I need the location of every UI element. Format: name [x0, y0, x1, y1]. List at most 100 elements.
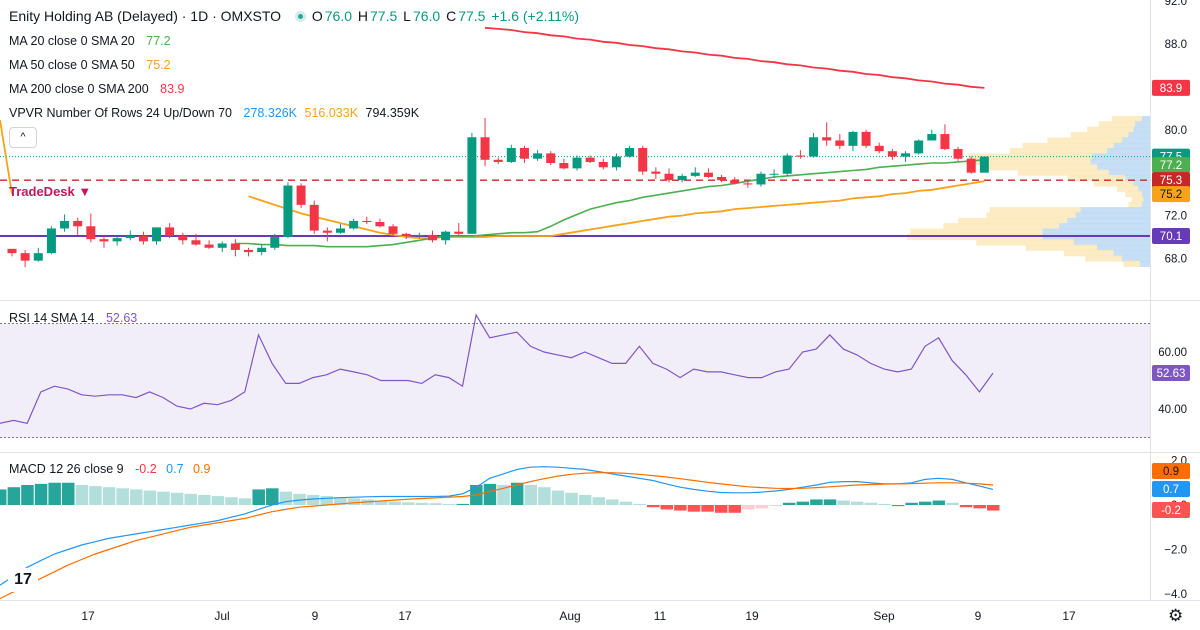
- tradedesk-annotation[interactable]: TradeDesk ▼: [9, 184, 92, 199]
- vp-down-bar: [1017, 169, 1109, 176]
- macd-hist-bar: [7, 487, 21, 505]
- vp-up-bar: [1080, 207, 1150, 214]
- candle-body: [427, 234, 437, 241]
- candle-body: [270, 237, 280, 248]
- macd-hist-bar: [796, 501, 810, 505]
- candle-body: [138, 235, 148, 242]
- price-tick-label: 92.0: [1165, 0, 1187, 8]
- time-axis[interactable]: 17 Jul 9 17 Aug 11 19 Sep 9 17: [81, 609, 1076, 623]
- candle-body: [822, 137, 832, 141]
- candle-body: [467, 137, 477, 234]
- ma200-legend[interactable]: MA 200 close 0 SMA 200 83.9: [9, 82, 187, 96]
- candle-body: [861, 131, 871, 146]
- candle-body: [901, 153, 911, 157]
- rsi-tag-bg: [1152, 365, 1190, 382]
- macd-hist-bar: [266, 488, 279, 505]
- candle-body: [979, 156, 989, 173]
- candle-body: [60, 220, 70, 229]
- vp-down-bar: [986, 212, 1076, 219]
- candle-body: [533, 153, 543, 159]
- indicator-lines: [0, 26, 1150, 248]
- macd-hist-bar: [823, 499, 837, 505]
- candle-body: [244, 249, 254, 253]
- macd-legend[interactable]: MACD 12 26 close 9 -0.2 0.7 0.9: [9, 462, 212, 476]
- time-tick-label: 9: [975, 609, 982, 623]
- chevron-up-icon: ^: [20, 131, 26, 143]
- vp-up-bar: [1140, 260, 1150, 267]
- candle-body: [506, 147, 516, 162]
- ma20-legend[interactable]: MA 20 close 0 SMA 20 77.2: [9, 34, 173, 48]
- macd-tick-label: −4.0: [1164, 589, 1187, 601]
- vp-up-bar: [1128, 132, 1150, 139]
- vp-down-bar: [1116, 185, 1139, 192]
- rsi-legend[interactable]: RSI 14 SMA 14 52.63: [9, 311, 139, 325]
- candle-body: [914, 140, 924, 154]
- price-tick-label: 72.0: [1165, 211, 1187, 223]
- market-status-icon[interactable]: [294, 11, 306, 22]
- macd-hist-bar: [714, 505, 728, 513]
- gear-icon[interactable]: ⚙: [1168, 606, 1184, 625]
- candle-body: [375, 222, 385, 227]
- ma50-legend[interactable]: MA 50 close 0 SMA 50 75.2: [9, 58, 173, 72]
- vp-up-bar: [1075, 212, 1150, 219]
- macd-hist-bar: [62, 482, 75, 505]
- vp-down-bar: [1123, 260, 1141, 267]
- signal-tag-bg: [1152, 463, 1190, 479]
- vp-up-bar: [1125, 174, 1150, 182]
- candle-body: [322, 230, 332, 233]
- hist-tag: -0.2: [1161, 505, 1181, 517]
- candle-body: [414, 234, 424, 236]
- ma50-label: MA 50 close 0 SMA 50: [9, 58, 135, 72]
- open-label: O: [311, 8, 323, 24]
- rsi-tick-label: 60.00: [1158, 347, 1187, 359]
- vp-up-bar: [1107, 148, 1150, 155]
- candle-body: [257, 247, 267, 253]
- price-tick-label: 88.0: [1165, 39, 1187, 51]
- macd-hist-bar: [864, 502, 878, 505]
- candle-body: [388, 226, 398, 234]
- vpvr-up: 278.326K: [243, 106, 298, 120]
- close-label: C: [446, 8, 457, 24]
- candle-body: [940, 134, 950, 150]
- macd-hist-bar: [334, 497, 347, 505]
- tradingview-logo-icon[interactable]: 17: [8, 568, 38, 592]
- symbol-legend[interactable]: Enity Holding AB (Delayed) · 1D · OMXSTO…: [9, 8, 581, 24]
- macd-hist-bar: [143, 490, 157, 505]
- price-tick-label: 80.0: [1165, 125, 1187, 137]
- collapse-legend-button[interactable]: ^: [9, 127, 37, 148]
- candle-body: [664, 173, 674, 181]
- price-tick-label: 68.0: [1165, 254, 1187, 266]
- macd-tick-label: −2.0: [1164, 545, 1187, 557]
- macd-hist-bar: [687, 505, 701, 512]
- vp-down-bar: [1111, 115, 1142, 123]
- time-tick-label: Sep: [873, 609, 895, 623]
- vp-down-bar: [958, 217, 1068, 225]
- vp-up-bar: [1135, 121, 1150, 128]
- macd-hist-bar: [837, 500, 850, 505]
- candle-body: [743, 183, 753, 185]
- rsi-band: [0, 323, 1150, 438]
- candle-body: [230, 243, 240, 250]
- candle-body: [309, 204, 319, 231]
- vp-down-bar: [910, 228, 1043, 235]
- rsi-tag: 52.63: [1157, 368, 1186, 380]
- macd-hist-bar: [306, 494, 320, 505]
- macd-hist-bar: [810, 499, 823, 505]
- candle-body: [966, 158, 976, 173]
- vpvr-legend[interactable]: VPVR Number Of Rows 24 Up/Down 70 278.32…: [9, 106, 421, 120]
- macd-hist-bar: [769, 505, 782, 507]
- vp-down-bar: [1026, 244, 1098, 251]
- macd-hist-bar: [592, 497, 606, 505]
- symbol-title[interactable]: Enity Holding AB (Delayed) · 1D · OMXSTO: [9, 8, 282, 24]
- macd-hist-bar: [442, 503, 456, 505]
- candle-body: [598, 161, 608, 168]
- macd-hist-bar: [497, 484, 510, 505]
- candle-body: [191, 240, 201, 245]
- candle-body: [296, 185, 306, 205]
- macd-signal-value: 0.9: [193, 462, 211, 476]
- candle-body: [33, 253, 43, 261]
- vp-down-bar: [1125, 191, 1142, 198]
- vp-down-bar: [1131, 196, 1144, 203]
- candle-body: [953, 149, 963, 159]
